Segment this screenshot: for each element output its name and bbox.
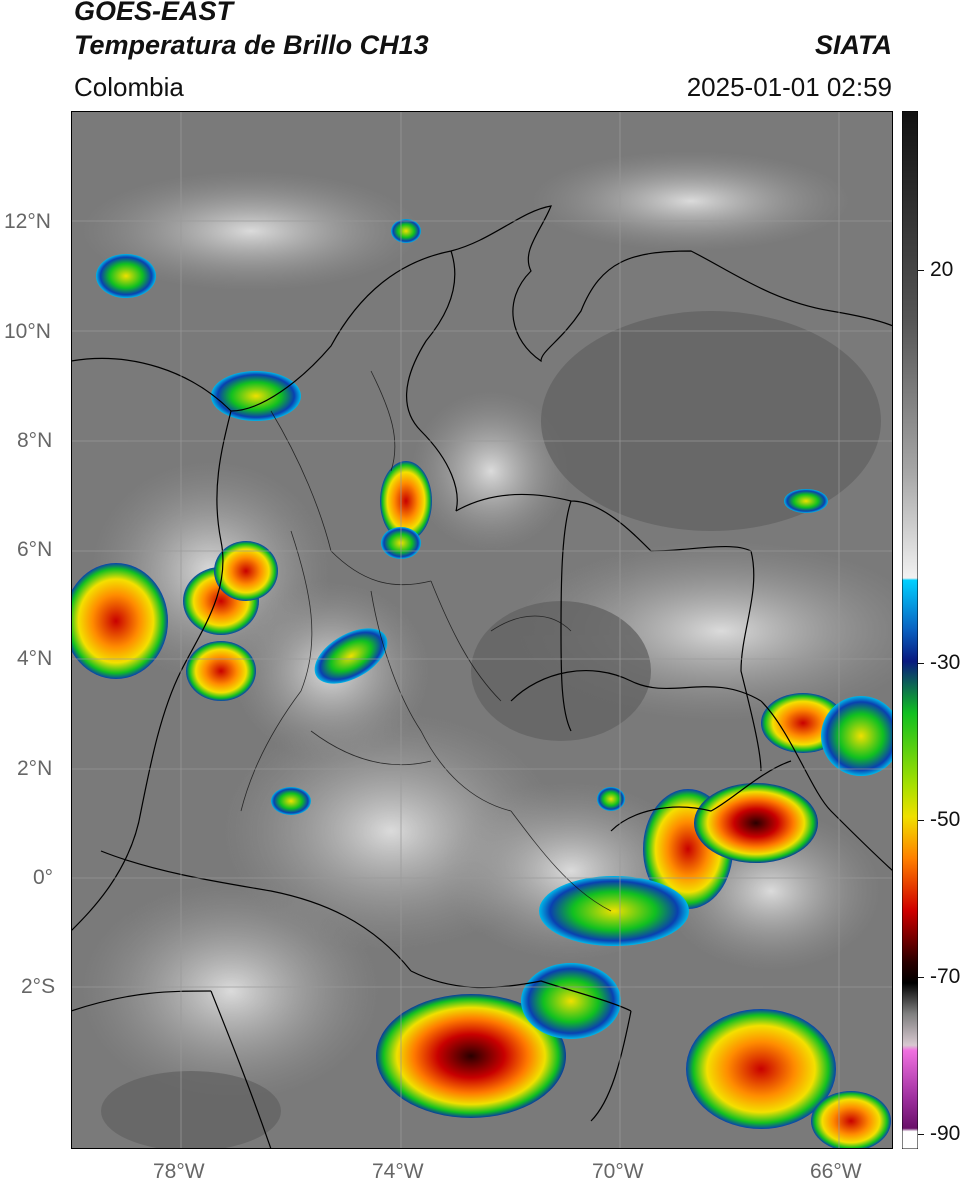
region-label: Colombia [74,72,184,102]
colorbar [902,111,918,1149]
lat-label-2n: 2°N [17,757,53,780]
colorbar-label-m30: -30 [930,651,961,674]
lat-label-6n: 6°N [17,538,53,561]
colorbar-label-m50: -50 [930,808,961,831]
lat-label-0: 0° [33,866,54,889]
lon-label-66w: 66°W [810,1160,862,1183]
satellite-map [71,111,893,1149]
satellite-title: GOES-EAST [74,0,234,26]
department-boundaries [240,370,612,912]
colorbar-tick-m70 [918,977,924,978]
lat-label-10n: 10°N [4,320,51,343]
lat-label-2s: 2°S [21,975,56,998]
lat-label-12n: 12°N [4,210,51,233]
lat-label-8n: 8°N [17,429,53,452]
product-title: Temperatura de Brillo CH13 [74,30,429,60]
lat-label-4n: 4°N [17,647,53,670]
colorbar-tick-m50 [918,820,924,821]
convective-cells [71,219,893,1149]
colorbar-label-m90: -90 [930,1122,961,1145]
graticule [71,111,893,1149]
lon-label-74w: 74°W [372,1160,424,1183]
colorbar-label-20: 20 [930,258,954,281]
organization-label: SIATA [815,30,892,60]
colorbar-tick-m90 [918,1134,924,1135]
lon-label-70w: 70°W [592,1160,644,1183]
colorbar-label-m70: -70 [930,965,961,988]
colorbar-tick-20 [918,270,924,271]
datetime-label: 2025-01-01 02:59 [686,72,892,102]
colorbar-tick-m30 [918,663,924,664]
map-frame [71,111,893,1149]
lon-label-78w: 78°W [153,1160,205,1183]
